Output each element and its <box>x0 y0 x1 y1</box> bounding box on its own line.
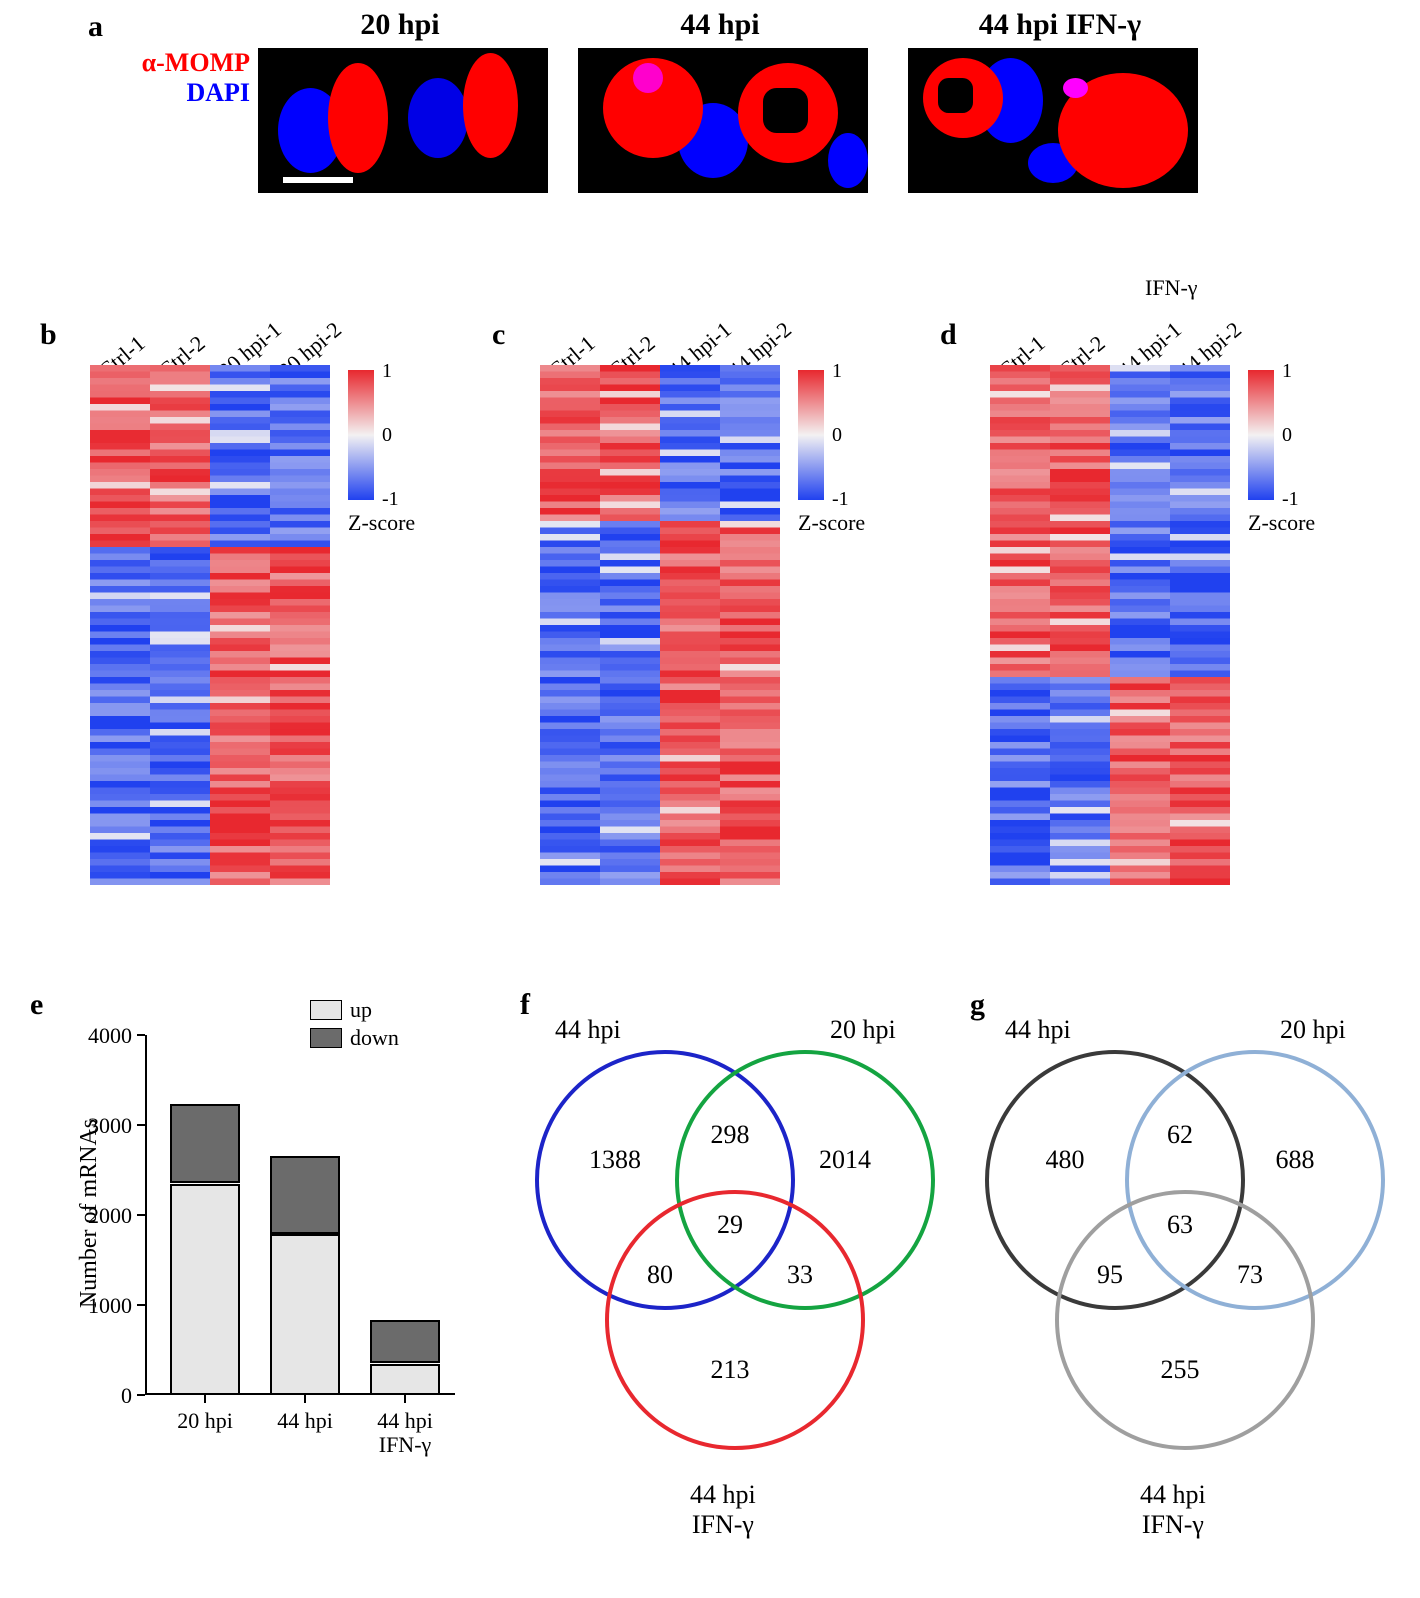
stain-label-dapi: DAPI <box>110 78 250 108</box>
bar-chart-plot-area: 0100020003000400020 hpi44 hpi44 hpiIFN-γ <box>145 1035 455 1395</box>
zscore-label-c: Z-score <box>798 510 865 536</box>
legend-label-up: up <box>350 997 372 1023</box>
venn-f-tl-tr: 298 <box>700 1120 760 1150</box>
x-tick-label: 44 hpi <box>255 1409 355 1433</box>
venn-g-tl-b: 95 <box>1085 1260 1135 1290</box>
microscopy-title-2: 44 hpi <box>620 8 820 42</box>
stain-label-momp: α-MOMP <box>110 48 250 78</box>
venn-g-tr-only: 688 <box>1255 1145 1335 1175</box>
venn-g: 44 hpi 20 hpi 44 hpi IFN-γ 480 688 62 63… <box>970 1015 1400 1545</box>
colorbar-c: 1 0 -1 Z-score <box>798 370 824 500</box>
legend-box-up <box>310 1000 342 1020</box>
hm-d-super: IFN-γ <box>1145 275 1198 301</box>
venn-g-tl-only: 480 <box>1025 1145 1105 1175</box>
x-tick-label: 44 hpiIFN-γ <box>355 1409 455 1457</box>
microscopy-image-44hpi-ifng <box>908 48 1198 193</box>
heatmap-d-canvas <box>990 365 1230 885</box>
bar-up <box>170 1184 240 1396</box>
scalebar <box>283 177 353 183</box>
heatmap-b-canvas <box>90 365 330 885</box>
venn-g-center: 63 <box>1155 1210 1205 1240</box>
venn-f-label-b: 44 hpi IFN-γ <box>690 1480 756 1540</box>
bar-down <box>270 1156 340 1234</box>
bar-up <box>270 1234 340 1395</box>
y-tick-label: 3000 <box>77 1113 132 1139</box>
colorbar-b: 1 0 -1 Z-score <box>348 370 374 500</box>
microscopy-image-44hpi <box>578 48 868 193</box>
panel-label-a: a <box>88 10 103 44</box>
x-tick-label: 20 hpi <box>155 1409 255 1433</box>
venn-f-tl-b: 80 <box>635 1260 685 1290</box>
venn-g-label-tl: 44 hpi <box>1005 1015 1071 1045</box>
venn-g-label-b: 44 hpi IFN-γ <box>1140 1480 1206 1540</box>
bar-down <box>370 1320 440 1363</box>
venn-f-tr-only: 2014 <box>805 1145 885 1175</box>
zscore-label-d: Z-score <box>1248 510 1315 536</box>
heatmap-c: Ctrl-1 Ctrl-2 44 hpi-1 44 hpi-2 1 0 -1 Z… <box>540 280 940 900</box>
y-tick-label: 1000 <box>77 1293 132 1319</box>
microscopy-title-1: 20 hpi <box>300 8 500 42</box>
venn-g-label-tr: 20 hpi <box>1280 1015 1346 1045</box>
microscopy-image-20hpi <box>258 48 548 193</box>
bar-chart-e: up down Number of mRNAs 0100020003000400… <box>65 1000 485 1520</box>
panel-label-c: c <box>492 318 505 352</box>
venn-f-center: 29 <box>705 1210 755 1240</box>
venn-g-tl-tr: 62 <box>1150 1120 1210 1150</box>
venn-g-tr-b: 73 <box>1225 1260 1275 1290</box>
venn-f-b-only: 213 <box>690 1355 770 1385</box>
venn-f-label-tr: 20 hpi <box>830 1015 896 1045</box>
venn-f: 44 hpi 20 hpi 44 hpi IFN-γ 1388 2014 298… <box>520 1015 950 1545</box>
heatmap-b: Ctrl-1 Ctrl-2 20 hpi-1 20 hpi-2 1 0 -1 Z… <box>90 280 490 900</box>
venn-f-label-tl: 44 hpi <box>555 1015 621 1045</box>
venn-f-tl-only: 1388 <box>575 1145 655 1175</box>
colorbar-d: 1 0 -1 Z-score <box>1248 370 1274 500</box>
panel-label-b: b <box>40 318 57 352</box>
bar-up <box>370 1364 440 1396</box>
y-tick-label: 0 <box>77 1383 132 1409</box>
microscopy-title-3: 44 hpi IFN-γ <box>930 8 1190 42</box>
heatmap-c-canvas <box>540 365 780 885</box>
zscore-label-b: Z-score <box>348 510 415 536</box>
venn-g-b-only: 255 <box>1140 1355 1220 1385</box>
heatmap-d: IFN-γ Ctrl-1 Ctrl-2 44 hpi-1 44 hpi-2 1 … <box>990 280 1390 900</box>
venn-f-tr-b: 33 <box>775 1260 825 1290</box>
panel-label-d: d <box>940 318 957 352</box>
figure-root: a α-MOMP DAPI 20 hpi 44 hpi 44 hpi IFN-γ… <box>0 0 1420 1598</box>
y-tick-label: 4000 <box>77 1023 132 1049</box>
panel-label-e: e <box>30 988 43 1022</box>
bar-down <box>170 1104 240 1183</box>
y-tick-label: 2000 <box>77 1203 132 1229</box>
